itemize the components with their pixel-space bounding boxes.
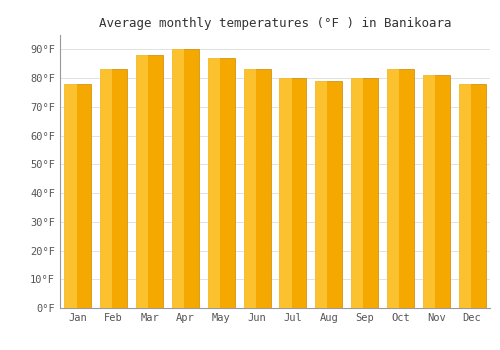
Bar [244, 70, 256, 308]
Bar [316, 81, 342, 308]
Bar [100, 70, 127, 308]
Bar [136, 55, 148, 308]
Bar [423, 75, 450, 308]
Bar [280, 78, 291, 308]
Bar [208, 58, 220, 308]
Bar [64, 84, 76, 308]
Bar [458, 84, 485, 308]
Bar [423, 75, 435, 308]
Bar [387, 70, 399, 308]
Bar [172, 49, 199, 308]
Bar [387, 70, 414, 308]
Bar [64, 84, 92, 308]
Bar [351, 78, 363, 308]
Bar [172, 49, 184, 308]
Bar [351, 78, 378, 308]
Bar [316, 81, 328, 308]
Title: Average monthly temperatures (°F ) in Banikoara: Average monthly temperatures (°F ) in Ba… [99, 17, 451, 30]
Bar [100, 70, 112, 308]
Bar [458, 84, 470, 308]
Bar [136, 55, 163, 308]
Bar [244, 70, 270, 308]
Bar [280, 78, 306, 308]
Bar [208, 58, 234, 308]
